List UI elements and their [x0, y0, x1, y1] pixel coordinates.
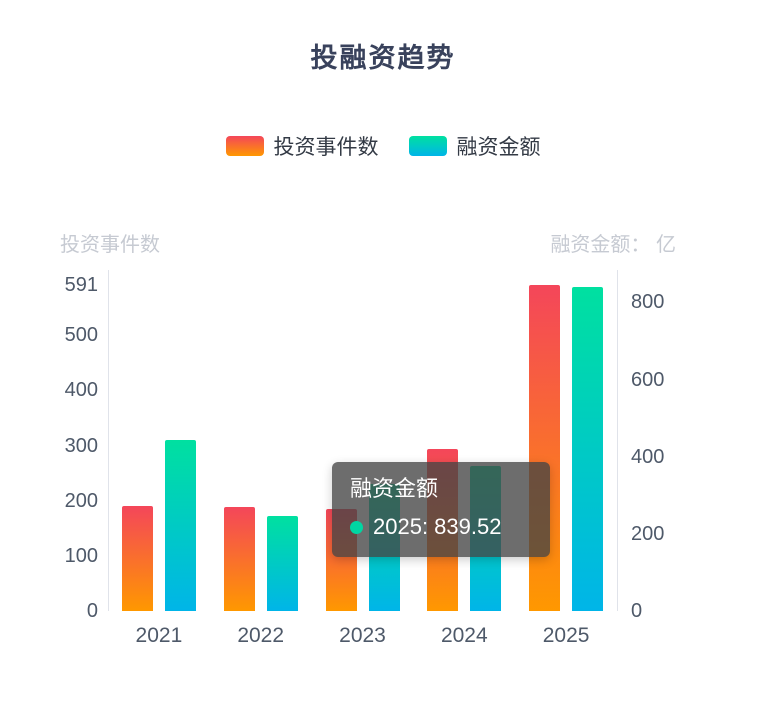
y-tick-right: 600 [631, 368, 665, 391]
legend: 投资事件数 融资金额 [0, 131, 766, 161]
chart-title: 投融资趋势 [310, 43, 456, 73]
y-tick-left: 0 [86, 600, 98, 622]
y-tick-right: 0 [631, 600, 643, 622]
x-axis-label-2023: 2023 [339, 624, 386, 647]
legend-label: 融资金额 [456, 136, 541, 159]
y-tick-right: 400 [631, 445, 665, 468]
legend-item-2[interactable]: 融资金额 [408, 131, 541, 161]
y-tick-left: 400 [64, 379, 98, 402]
y-axis-line-left [108, 270, 109, 611]
bar-amount-2022[interactable] [266, 516, 298, 611]
bar-events-2025[interactable] [529, 285, 561, 611]
bar-amount-2025[interactable] [572, 287, 604, 611]
y-tick-left: 591 [64, 274, 98, 296]
y-tick-left: 100 [64, 544, 98, 567]
y-axis-line-right [617, 270, 618, 611]
x-axis-label-2022: 2022 [237, 624, 285, 647]
y-tick-right: 800 [631, 291, 665, 314]
legend-item-1[interactable]: 投资事件数 [225, 131, 379, 161]
bar-events-2022[interactable] [223, 507, 255, 611]
y-tick-left: 300 [64, 434, 98, 457]
x-axis-label-2024: 2024 [440, 624, 488, 647]
legend-swatch-icon [408, 136, 447, 156]
bar-events-2021[interactable] [121, 506, 153, 611]
series-dot-icon [350, 521, 363, 535]
left-axis-name: 投资事件数 [60, 234, 160, 256]
x-axis-label-2025: 2025 [542, 624, 590, 647]
y-tick-left: 200 [64, 489, 98, 512]
tooltip-value: 2025: 839.52 [373, 514, 502, 540]
right-axis-name: 融资金额： 亿 [550, 234, 676, 256]
legend-swatch-icon [225, 136, 264, 156]
tooltip-series-title: 融资金额 [350, 476, 439, 501]
tooltip: 融资金额 2025: 839.52 [332, 462, 550, 557]
y-tick-right: 200 [631, 522, 665, 545]
bar-amount-2021[interactable] [164, 440, 196, 611]
legend-label: 投资事件数 [273, 136, 379, 159]
y-tick-left: 500 [64, 324, 98, 347]
x-axis-label-2021: 2021 [135, 624, 183, 647]
